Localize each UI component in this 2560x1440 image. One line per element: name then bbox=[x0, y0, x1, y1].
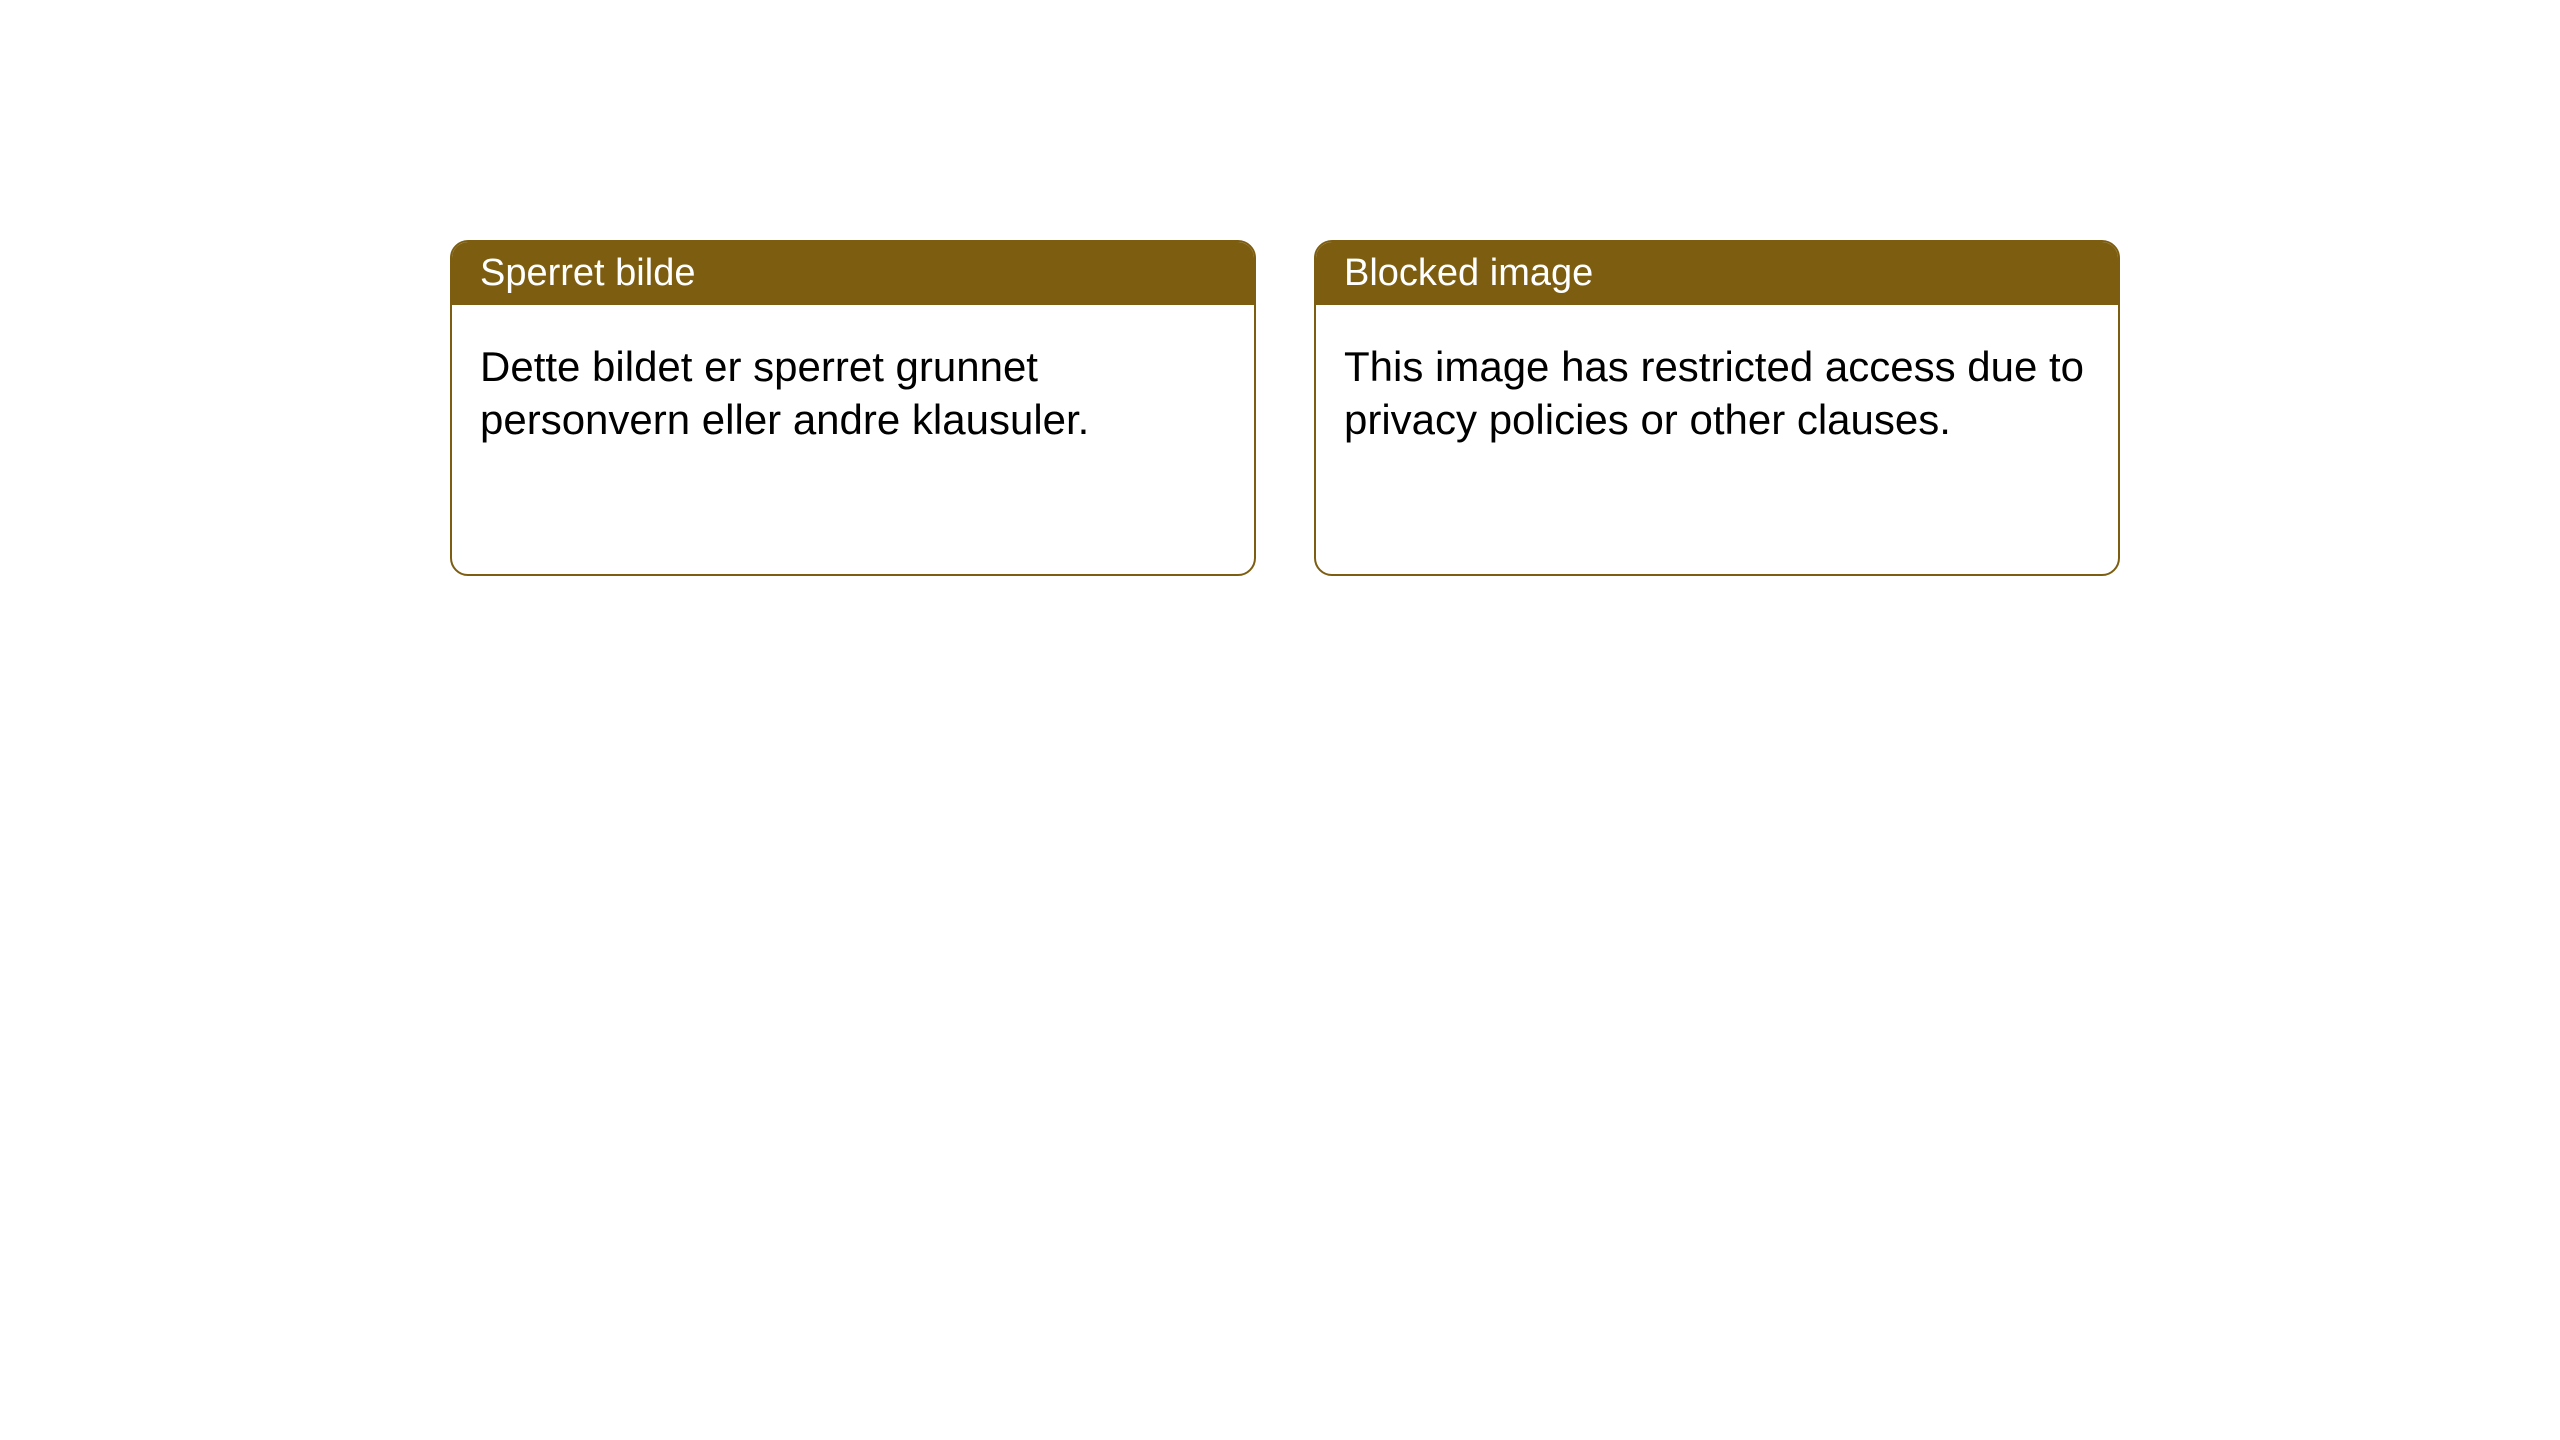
card-body-norwegian: Dette bildet er sperret grunnet personve… bbox=[452, 305, 1254, 482]
card-body-english: This image has restricted access due to … bbox=[1316, 305, 2118, 482]
notice-card-english: Blocked image This image has restricted … bbox=[1314, 240, 2120, 576]
notice-cards-container: Sperret bilde Dette bildet er sperret gr… bbox=[450, 240, 2120, 576]
card-header-norwegian: Sperret bilde bbox=[452, 242, 1254, 305]
notice-card-norwegian: Sperret bilde Dette bildet er sperret gr… bbox=[450, 240, 1256, 576]
card-header-english: Blocked image bbox=[1316, 242, 2118, 305]
